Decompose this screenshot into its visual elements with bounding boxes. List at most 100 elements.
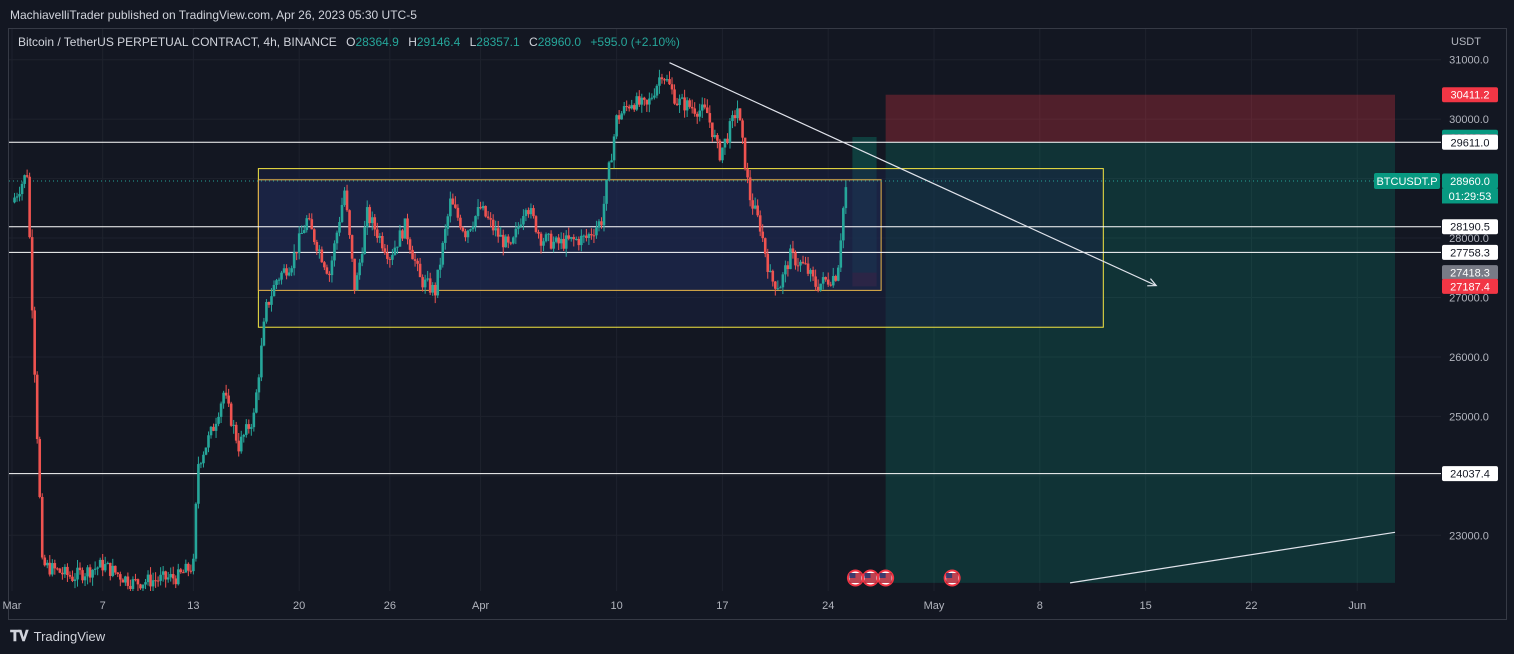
time-tick-label: 20 (293, 600, 305, 612)
time-tick-label: 26 (384, 600, 396, 612)
candle-body (522, 215, 525, 225)
candle-body (386, 252, 389, 259)
us-flag-icon[interactable] (846, 569, 864, 587)
price-badge-text: 27758.3 (1450, 247, 1490, 259)
candle-body (381, 235, 384, 249)
candle-body (101, 559, 104, 571)
candle-body (194, 503, 198, 559)
trend-line[interactable] (1069, 531, 1396, 584)
candle-body (35, 374, 39, 440)
high-value: 29146.4 (416, 35, 461, 49)
candle-body (637, 96, 641, 105)
symbol-badge[interactable] (1374, 172, 1440, 189)
candle-body (43, 557, 47, 566)
candle-body (721, 147, 724, 161)
candle-body (471, 226, 475, 230)
candle-body (678, 98, 681, 106)
candle-body (318, 249, 321, 251)
price-tick-label: 31000.0 (1449, 55, 1489, 67)
candle-body (189, 570, 193, 572)
candle-body (307, 218, 311, 220)
stop-loss-zone[interactable] (885, 94, 1396, 143)
candle-body (76, 567, 79, 580)
candle-body (93, 568, 97, 570)
candle-body (484, 205, 487, 217)
candle-body (461, 227, 465, 232)
candle-body (781, 274, 785, 288)
candle-body (184, 563, 188, 573)
candle-body (514, 228, 518, 238)
candle-body (816, 286, 820, 291)
candle-body (844, 187, 848, 209)
candle-body (587, 234, 591, 238)
candle-body (683, 97, 686, 111)
candle-body (355, 275, 359, 291)
footer-brand[interactable]: 𝐓𝐕 TradingView (10, 628, 105, 645)
candle-body (554, 237, 558, 242)
candle-body (786, 265, 790, 270)
candle-body (219, 403, 223, 417)
candle-body (582, 235, 586, 237)
candle-body (192, 558, 195, 572)
candle-body (71, 576, 74, 581)
candle-body (144, 582, 147, 585)
candle-body (632, 105, 636, 110)
range-box[interactable] (257, 179, 882, 291)
open-label: O (346, 35, 356, 49)
candle-body (182, 572, 185, 574)
us-flag-icon[interactable] (877, 569, 895, 587)
event-flag-canton (879, 573, 886, 578)
candle-body (839, 240, 843, 268)
candle-body (751, 200, 754, 209)
candle-body (612, 136, 616, 161)
candle-body (423, 279, 427, 288)
us-flag-icon[interactable] (862, 569, 880, 587)
candle-body (572, 237, 576, 240)
close-value: 28960.0 (537, 35, 582, 49)
candle-body (113, 565, 117, 573)
candle-body (799, 261, 802, 266)
time-tick-label: 24 (822, 600, 834, 612)
candle-body (731, 115, 734, 122)
candle-body (481, 205, 485, 209)
candle-body (469, 229, 472, 231)
price-badge: 28960.0 (1442, 173, 1498, 189)
candle-body (703, 104, 707, 108)
candle-body (494, 228, 497, 231)
candle-body (58, 568, 62, 573)
candle-body (577, 238, 581, 246)
time-tick-label: 7 (100, 600, 106, 612)
change-value: +595.0 (+2.10%) (590, 35, 680, 49)
time-tick-label: 17 (716, 600, 728, 612)
trend-line[interactable] (669, 62, 1157, 287)
candle-body (418, 263, 422, 278)
candle-body (227, 395, 230, 404)
candle-body (247, 424, 251, 429)
candle-body (431, 284, 435, 293)
candle-body (776, 288, 780, 290)
us-flag-icon[interactable] (943, 569, 961, 587)
close-label: C (529, 35, 538, 49)
candle-body (413, 259, 417, 261)
candle-body (141, 584, 145, 589)
price-badge: 28190.5 (1442, 219, 1498, 235)
candle-body (464, 231, 467, 238)
candle-body (270, 296, 273, 305)
candle-body (126, 576, 130, 586)
price-badge: 27758.3 (1442, 244, 1498, 260)
candle-body (451, 198, 455, 205)
candle-body (635, 96, 639, 110)
candle-body (30, 237, 34, 311)
candle-body (239, 436, 243, 452)
candle-body (340, 204, 344, 223)
price-badge-text: 30411.2 (1451, 90, 1490, 102)
take-profit-zone[interactable] (885, 142, 1396, 583)
chart-frame[interactable] (8, 28, 1507, 620)
candle-body (804, 263, 807, 265)
candle-body (622, 106, 626, 114)
candle-body (267, 301, 271, 305)
event-flag-canton (864, 573, 871, 578)
candle-body (66, 566, 69, 575)
candle-body (574, 238, 578, 240)
